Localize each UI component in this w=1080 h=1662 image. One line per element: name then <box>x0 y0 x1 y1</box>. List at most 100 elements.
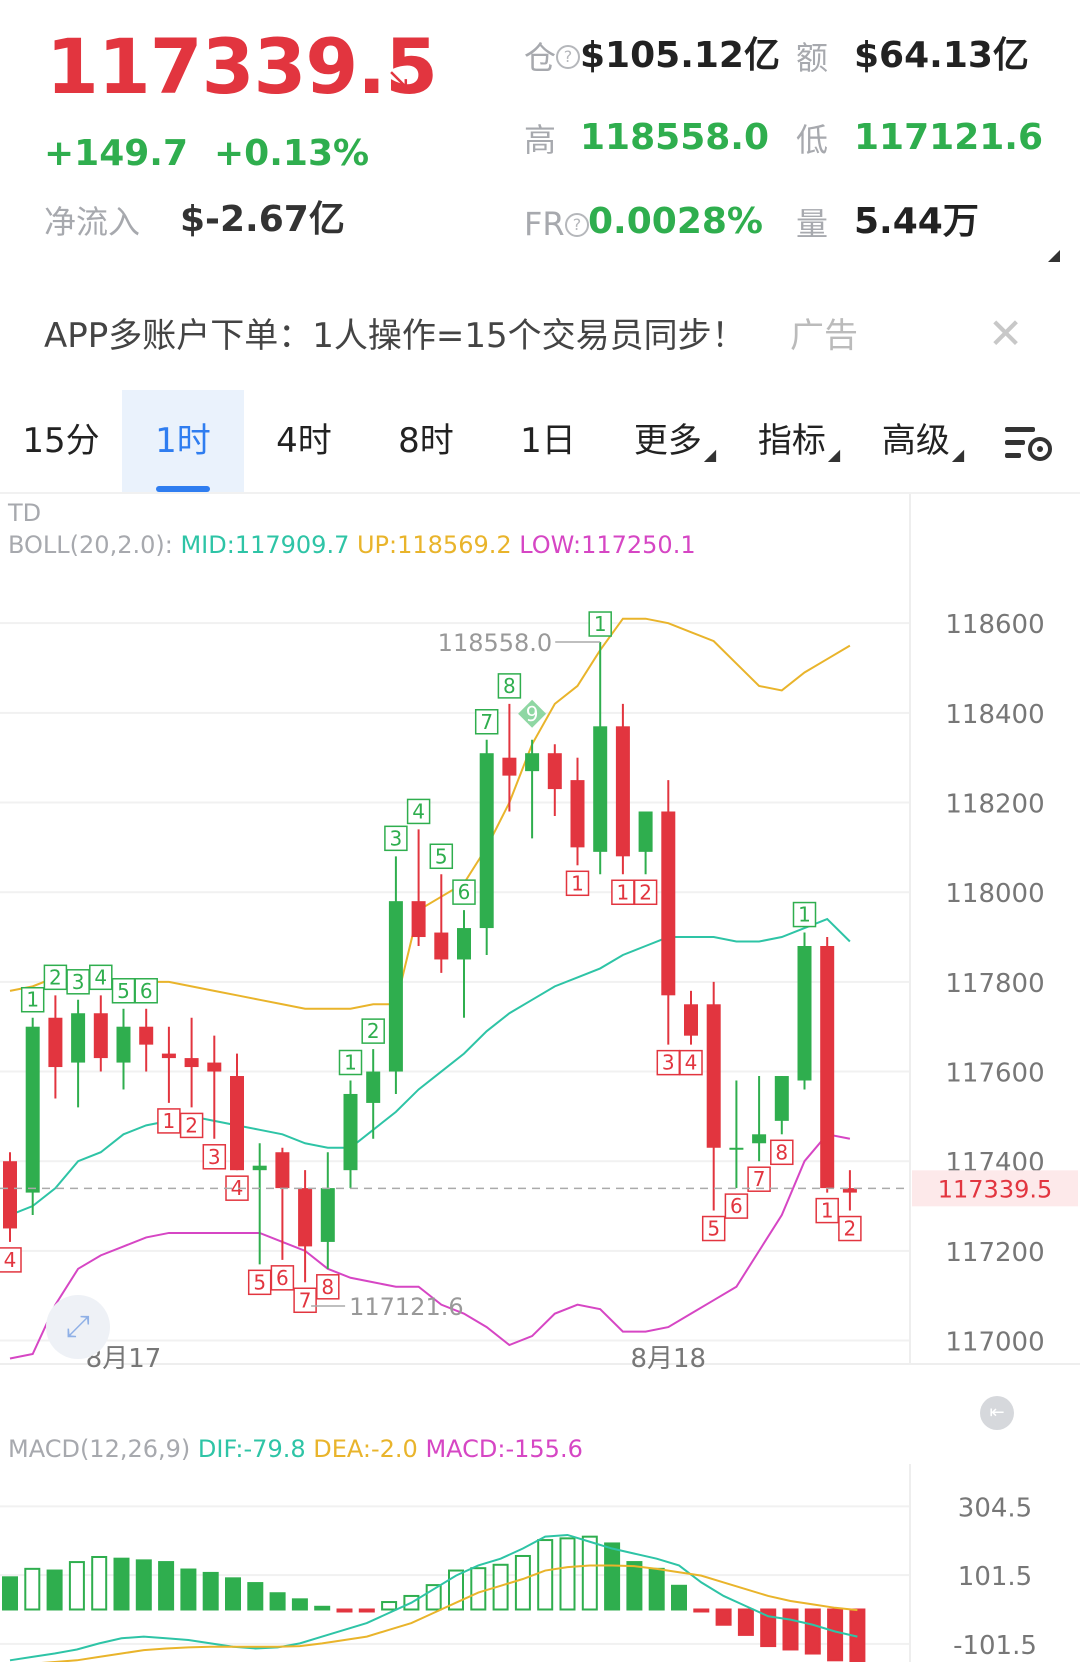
funding-rate-label: FR <box>524 205 565 243</box>
y-tick-label: -101.5 <box>953 1631 1037 1661</box>
tab-4h[interactable]: 4时 <box>252 390 356 492</box>
tab-advanced[interactable]: 高级 ◢ <box>864 390 982 492</box>
y-tick-label: 117000 <box>945 1328 1044 1358</box>
td-count-label: 6 <box>730 1194 743 1218</box>
td-marker <box>384 825 408 852</box>
td-count-label: 8 <box>321 1275 334 1299</box>
macd-bar <box>358 1608 375 1613</box>
candle <box>320 1188 335 1242</box>
tab-label: 高级 <box>881 421 950 461</box>
info-icon[interactable]: ? <box>556 45 580 69</box>
candle <box>774 1076 789 1121</box>
fullscreen-toggle-icon[interactable]: ⤢ <box>46 1295 110 1359</box>
interval-tabs: 15分 1时 4时 8时 1日 更多 ◢ 指标 ◢ 高级 ◢ <box>0 390 1080 492</box>
td-legend: TD <box>8 499 42 527</box>
chart-settings-button[interactable] <box>994 390 1064 492</box>
td-count-label: 2 <box>367 1019 380 1043</box>
low-label: 低 <box>796 121 829 159</box>
td-marker <box>134 978 158 1004</box>
macd-bar <box>46 1569 63 1611</box>
td-count-label: 1 <box>617 880 630 904</box>
td-marker <box>792 901 817 928</box>
td-count-label: 8 <box>503 674 516 698</box>
boll-up: UP:118569.2 <box>356 531 512 559</box>
tab-label: 15分 <box>22 421 100 461</box>
tab-indicators[interactable]: 指标 ◢ <box>740 390 858 492</box>
td-marker <box>338 1049 363 1076</box>
td-marker <box>0 1247 22 1273</box>
candle <box>457 928 471 960</box>
tab-label: 1时 <box>155 421 211 461</box>
candle <box>661 811 676 996</box>
macd-bar <box>827 1608 844 1662</box>
macd-bar <box>269 1592 286 1611</box>
down-arrow-icon: ↘ <box>386 62 412 97</box>
boll-legend: BOLL(20,2.0): MID:117909.7 UP:118569.2 L… <box>8 530 696 560</box>
funding-rate-value: 0.0028% <box>588 201 763 242</box>
tab-more[interactable]: 更多 ◢ <box>616 390 734 492</box>
price-change: +149.7 <box>44 133 189 174</box>
low-value: 117121.6 <box>854 117 1044 158</box>
candle <box>638 811 653 852</box>
info-icon[interactable]: ? <box>565 213 589 237</box>
td-count-label: 7 <box>480 710 493 734</box>
candle <box>842 1188 857 1193</box>
macd-chart[interactable]: 304.5 101.5 -101.5 <box>0 1464 1080 1662</box>
tab-1d[interactable]: 1日 <box>496 390 600 492</box>
td-marker <box>679 1049 703 1076</box>
macd-bar <box>804 1608 821 1655</box>
last-price: 117339.5 <box>46 22 438 111</box>
macd-bar <box>559 1537 576 1611</box>
macd-value: MACD:-155.6 <box>425 1435 583 1463</box>
tab-8h[interactable]: 8时 <box>374 390 478 492</box>
close-icon[interactable]: ✕ <box>988 309 1024 358</box>
high-label: 高 <box>524 121 557 159</box>
tab-1h[interactable]: 1时 <box>122 390 244 492</box>
candle <box>48 1017 63 1068</box>
y-tick-label: 118600 <box>945 610 1044 640</box>
macd-bar <box>760 1608 777 1648</box>
candle <box>570 780 585 848</box>
candle <box>729 1147 744 1150</box>
ad-banner-text[interactable]: APP多账户下单：1人操作=15个交易员同步！ <box>44 316 746 356</box>
td-count-label: 2 <box>844 1217 857 1241</box>
td-marker <box>452 879 476 905</box>
td-count-label: 3 <box>390 826 403 850</box>
macd-bar <box>291 1598 308 1611</box>
td-count-label: 4 <box>94 965 107 989</box>
td-marker <box>179 1112 204 1139</box>
volume-value: 5.44万 <box>854 201 979 242</box>
td-count-label: 4 <box>412 799 425 823</box>
dropdown-corner-icon: ◢ <box>951 445 965 464</box>
expand-corner-icon[interactable] <box>1048 250 1060 262</box>
td-marker <box>89 964 113 991</box>
price-change-pct: +0.13% <box>214 133 370 174</box>
macd-bar <box>225 1577 241 1611</box>
td-count-label: 3 <box>662 1051 675 1075</box>
td-count-label: 4 <box>4 1248 17 1272</box>
td-marker <box>429 843 454 870</box>
candle <box>434 932 449 960</box>
td-count-label: 1 <box>821 1199 834 1223</box>
td-count-label: 6 <box>140 979 153 1003</box>
macd-bar <box>737 1608 754 1636</box>
candle <box>71 1013 86 1063</box>
tab-15m[interactable]: 15分 <box>8 390 114 492</box>
td-count-label: 5 <box>253 1270 266 1294</box>
volume-label: 量 <box>796 205 829 243</box>
macd-bar <box>24 1567 41 1611</box>
macd-legend: MACD(12,26,9) DIF:-79.8 DEA:-2.0 MACD:-1… <box>8 1434 583 1464</box>
amount-value: $64.13亿 <box>854 35 1029 76</box>
scroll-to-latest-icon[interactable]: ⇤ <box>980 1396 1014 1430</box>
y-tick-label: 101.5 <box>958 1562 1032 1592</box>
open-interest-value: $105.12亿 <box>580 35 780 76</box>
td-count-label: 4 <box>231 1176 244 1200</box>
current-price-tag <box>912 1170 1078 1207</box>
tab-label: 指标 <box>757 421 826 461</box>
td-count-label: 8 <box>775 1140 788 1164</box>
td-marker <box>406 798 431 825</box>
macd-bar <box>180 1568 197 1611</box>
candle <box>593 726 608 852</box>
y-tick-label: 117800 <box>945 969 1044 999</box>
